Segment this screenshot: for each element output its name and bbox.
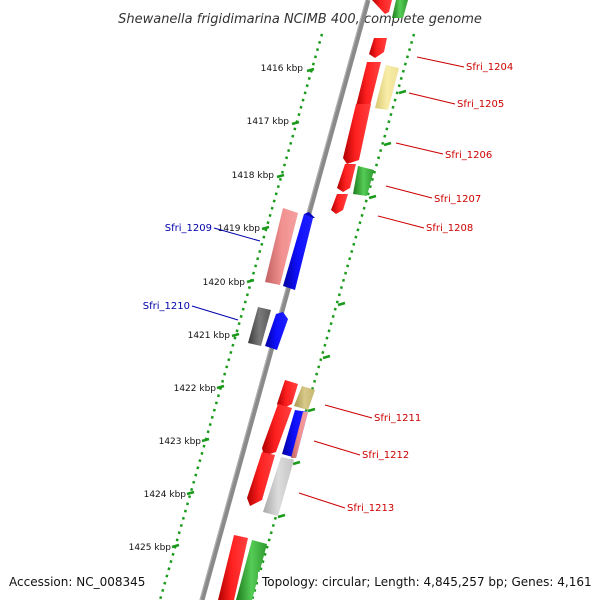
cds-sfri-1213[interactable] xyxy=(263,457,294,516)
topology-text: Topology: circular; Length: 4,845,257 bp… xyxy=(261,575,592,589)
kbp-label-1418: 1418 kbp xyxy=(232,171,275,181)
accession-text: Accession: NC_008345 xyxy=(9,575,145,589)
kbp-label-1422: 1422 kbp xyxy=(174,384,217,394)
cds-sfri-1208[interactable] xyxy=(331,194,348,214)
gene-label-sfri-1211[interactable]: Sfri_1211 xyxy=(374,413,421,424)
cds-sfri-1210[interactable] xyxy=(265,312,288,350)
inner-dotted-arc xyxy=(250,33,416,600)
gene-label-sfri-1212[interactable]: Sfri_1212 xyxy=(362,450,409,461)
gene-label-sfri-1208[interactable]: Sfri_1208 xyxy=(426,223,473,234)
cds-bottom-red[interactable] xyxy=(218,535,248,600)
cds-bottom-green[interactable] xyxy=(236,540,267,600)
gene-label-sfri-1209[interactable]: Sfri_1209 xyxy=(165,223,212,234)
inner-ruler-ticks xyxy=(277,89,407,519)
reverse-leader-lines xyxy=(191,227,261,321)
cds-sfri-1213-red[interactable] xyxy=(247,452,275,506)
kbp-label-1419: 1419 kbp xyxy=(218,224,261,234)
gene-label-sfri-1207[interactable]: Sfri_1207 xyxy=(434,194,481,205)
kbp-label-1421: 1421 kbp xyxy=(188,331,231,341)
genome-backbone xyxy=(199,0,371,600)
kbp-label-1424: 1424 kbp xyxy=(144,490,187,500)
cds-sfri-1209-pink[interactable] xyxy=(265,208,298,285)
ruler-dotted-arc xyxy=(158,33,324,600)
cds-sfri-1209[interactable] xyxy=(283,214,313,290)
gene-label-sfri-1204[interactable]: Sfri_1204 xyxy=(466,62,513,73)
cds-sfri-1207[interactable] xyxy=(353,166,374,196)
cds-sfri-1211-red[interactable] xyxy=(277,380,298,410)
cds-sfri-1207-red[interactable] xyxy=(337,164,356,192)
ruler-labels: 1416 kbp 1417 kbp 1418 kbp 1419 kbp 1420… xyxy=(129,64,304,553)
forward-leader-lines xyxy=(298,56,465,509)
cds-partial-top[interactable] xyxy=(372,0,392,14)
ruler-ticks xyxy=(171,67,315,549)
map-title: Shewanella frigidimarina NCIMB 400, comp… xyxy=(118,12,482,27)
cds-sfri-1206[interactable] xyxy=(343,104,371,164)
cds-sfri-1205[interactable] xyxy=(375,65,399,110)
gene-labels: Sfri_1204 Sfri_1205 Sfri_1206 Sfri_1207 … xyxy=(143,62,513,514)
cds-sfri-1205-red[interactable] xyxy=(355,62,381,110)
gene-label-sfri-1213[interactable]: Sfri_1213 xyxy=(347,503,394,514)
gene-label-sfri-1205[interactable]: Sfri_1205 xyxy=(457,99,504,110)
cds-partial-top-green[interactable] xyxy=(392,0,408,18)
kbp-label-1420: 1420 kbp xyxy=(203,278,246,288)
cds-sfri-1210-grey[interactable] xyxy=(248,307,271,346)
kbp-label-1425: 1425 kbp xyxy=(129,543,172,553)
cds-sfri-1212-red[interactable] xyxy=(262,404,292,456)
cds-sfri-1204[interactable] xyxy=(369,38,387,58)
cds-sfri-1211[interactable] xyxy=(294,386,315,410)
gene-label-sfri-1210[interactable]: Sfri_1210 xyxy=(143,301,190,312)
kbp-label-1416: 1416 kbp xyxy=(261,64,304,74)
kbp-label-1417: 1417 kbp xyxy=(247,117,290,127)
kbp-label-1423: 1423 kbp xyxy=(159,437,202,447)
gene-label-sfri-1206[interactable]: Sfri_1206 xyxy=(445,150,492,161)
